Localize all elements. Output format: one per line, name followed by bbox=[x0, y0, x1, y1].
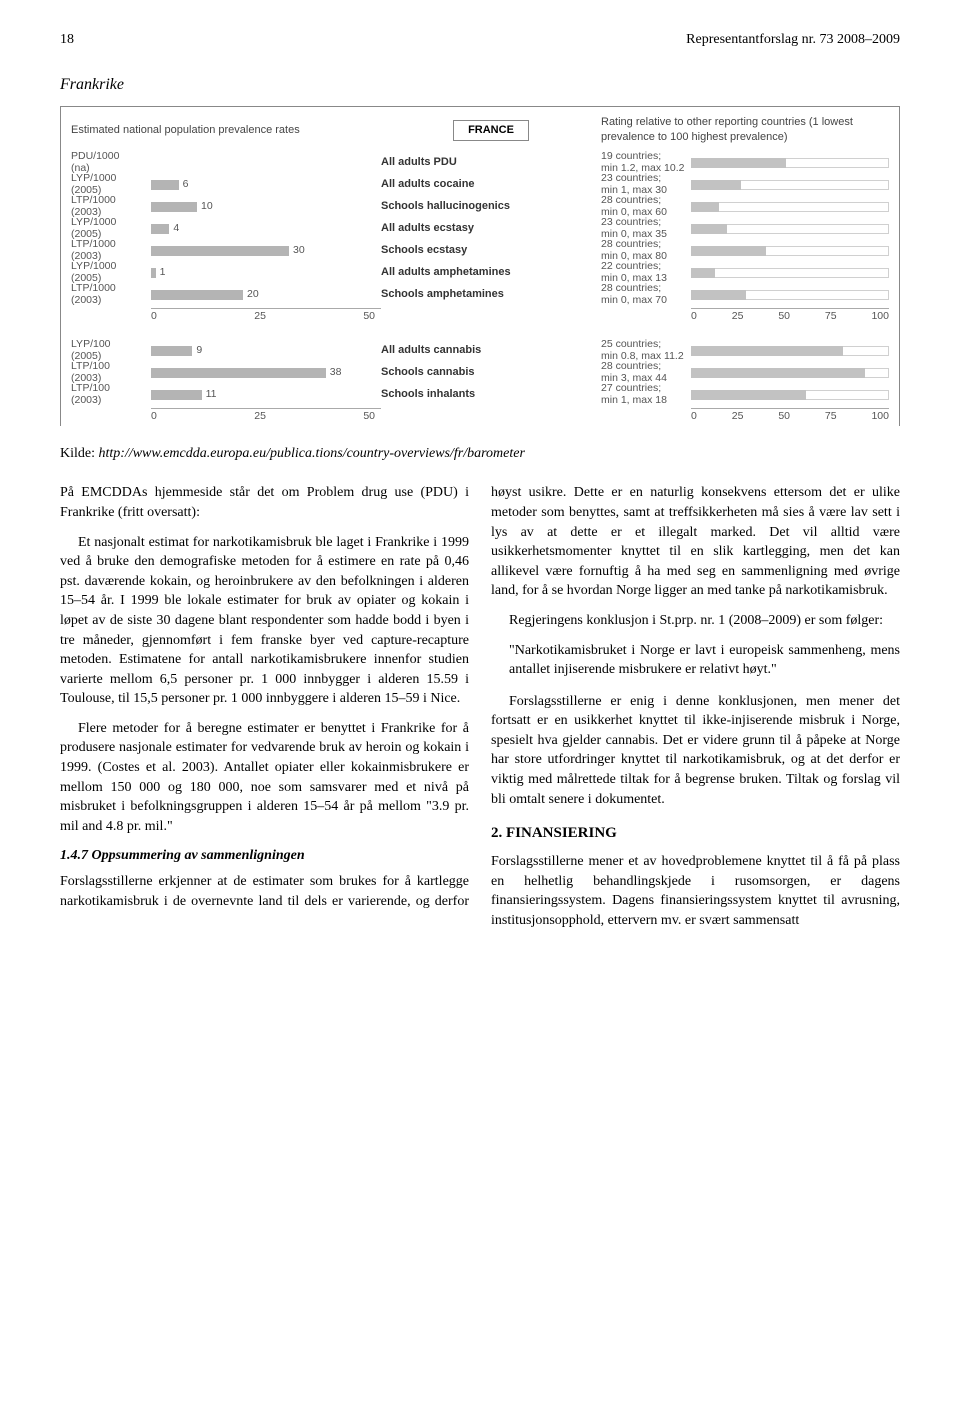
bar-left-value: 9 bbox=[196, 343, 202, 358]
row-mid-label: Schools inhalants bbox=[381, 387, 601, 402]
paragraph: Flere metoder for å beregne estimater er… bbox=[60, 719, 469, 837]
row-mid-label: Schools amphetamines bbox=[381, 287, 601, 302]
bar-left: 38 bbox=[151, 367, 381, 379]
bar-right bbox=[691, 223, 889, 235]
row-label-left: LYP/1000(2005) bbox=[71, 173, 151, 196]
row-mid-label: All adults cannabis bbox=[381, 343, 601, 358]
bar-right bbox=[691, 345, 889, 357]
row-label-right: 28 countries;min 3, max 44 bbox=[601, 361, 691, 384]
bar-left-value: 20 bbox=[247, 287, 259, 302]
chart-row: LTP/1000(2003) 10 Schools hallucinogenics2… bbox=[71, 196, 889, 218]
row-label-left: LYP/100(2005) bbox=[71, 339, 151, 362]
row-label-right: 25 countries;min 0.8, max 11.2 bbox=[601, 339, 691, 362]
row-label-left: LYP/1000(2005) bbox=[71, 217, 151, 240]
bar-right bbox=[691, 267, 889, 279]
row-label-right: 28 countries;min 0, max 80 bbox=[601, 239, 691, 262]
bar-left-value: 30 bbox=[293, 243, 305, 258]
row-label-left: PDU/1000(na) bbox=[71, 151, 151, 174]
axis-row: 025500255075100 bbox=[71, 408, 889, 426]
block-quote: "Narkotikamisbruket i Norge er lavt i eu… bbox=[509, 641, 900, 680]
row-mid-label: All adults PDU bbox=[381, 155, 601, 170]
chart-head-left: Estimated national population prevalence… bbox=[71, 123, 381, 138]
chart-head-right: Rating relative to other reporting count… bbox=[601, 115, 889, 146]
row-mid-label: Schools ecstasy bbox=[381, 243, 601, 258]
paragraph: Regjeringens konklusjon i St.prp. nr. 1 … bbox=[491, 611, 900, 631]
chart-country-box: FRANCE bbox=[453, 120, 529, 141]
bar-right bbox=[691, 201, 889, 213]
row-label-left: LYP/1000(2005) bbox=[71, 261, 151, 284]
axis-row: 025500255075100 bbox=[71, 308, 889, 326]
bar-left-value: 11 bbox=[206, 387, 217, 402]
bar-right bbox=[691, 157, 889, 169]
row-label-right: 28 countries;min 0, max 70 bbox=[601, 283, 691, 306]
row-label-left: LTP/100(2003) bbox=[71, 383, 151, 406]
chart-row: LTP/1000(2003) 20 Schools amphetamines28 c… bbox=[71, 284, 889, 306]
bar-left-value: 38 bbox=[330, 365, 342, 380]
chart-row: LYP/1000(2005) 4 All adults ecstasy23 coun… bbox=[71, 218, 889, 240]
paragraph: Forslagsstillerne er enig i denne konklu… bbox=[491, 692, 900, 810]
bar-left bbox=[151, 157, 381, 169]
bar-right bbox=[691, 245, 889, 257]
row-label-right: 19 countries;min 1.2, max 10.2 bbox=[601, 151, 691, 174]
chart-row: LYP/1000(2005) 1 All adults amphetamines22… bbox=[71, 262, 889, 284]
chart-row: LTP/1000(2003) 30 Schools ecstasy28 countr… bbox=[71, 240, 889, 262]
bar-left: 30 bbox=[151, 245, 381, 257]
body-text: På EMCDDAs hjemmeside står det om Proble… bbox=[60, 483, 900, 930]
chart-row: LYP/1000(2005) 6 All adults cocaine23 coun… bbox=[71, 174, 889, 196]
page-header: 18 Representantforslag nr. 73 2008–2009 bbox=[60, 30, 900, 50]
source-url: http://www.emcdda.europa.eu/publica.tion… bbox=[99, 446, 525, 461]
row-label-right: 23 countries;min 1, max 30 bbox=[601, 173, 691, 196]
row-label-right: 28 countries;min 0, max 60 bbox=[601, 195, 691, 218]
row-label-left: LTP/1000(2003) bbox=[71, 239, 151, 262]
paragraph: Et nasjonalt estimat for narkotikamisbru… bbox=[60, 533, 469, 709]
bar-right bbox=[691, 389, 889, 401]
row-mid-label: All adults cocaine bbox=[381, 177, 601, 192]
bar-left-value: 4 bbox=[173, 221, 179, 236]
chart-row: PDU/1000(na) All adults PDU19 countries;m… bbox=[71, 152, 889, 174]
section-title: Frankrike bbox=[60, 74, 900, 96]
bar-right bbox=[691, 179, 889, 191]
row-mid-label: All adults ecstasy bbox=[381, 221, 601, 236]
bar-left: 1 bbox=[151, 267, 381, 279]
row-label-right: 22 countries;min 0, max 13 bbox=[601, 261, 691, 284]
row-mid-label: Schools cannabis bbox=[381, 365, 601, 380]
bar-right bbox=[691, 289, 889, 301]
subheading: 1.4.7 Oppsummering av sammenligningen bbox=[60, 846, 469, 866]
source-label: Kilde: bbox=[60, 446, 95, 461]
bar-left: 10 bbox=[151, 201, 381, 213]
chart-row: LYP/100(2005) 9 All adults cannabis25 coun… bbox=[71, 340, 889, 362]
bar-left: 9 bbox=[151, 345, 381, 357]
bar-left: 11 bbox=[151, 389, 381, 401]
bar-left-value: 6 bbox=[183, 177, 189, 192]
page-number: 18 bbox=[60, 30, 74, 50]
row-mid-label: All adults amphetamines bbox=[381, 265, 601, 280]
paragraph: På EMCDDAs hjemmeside står det om Proble… bbox=[60, 483, 469, 522]
document-title: Representantforslag nr. 73 2008–2009 bbox=[686, 30, 900, 50]
row-label-left: LTP/1000(2003) bbox=[71, 283, 151, 306]
bar-left: 6 bbox=[151, 179, 381, 191]
bar-left: 20 bbox=[151, 289, 381, 301]
row-label-right: 27 countries;min 1, max 18 bbox=[601, 383, 691, 406]
figure-source: Kilde: http://www.emcdda.europa.eu/publi… bbox=[60, 444, 900, 464]
row-label-left: LTP/100(2003) bbox=[71, 361, 151, 384]
paragraph: Forslagsstillerne mener et av hovedprobl… bbox=[491, 852, 900, 930]
row-mid-label: Schools hallucinogenics bbox=[381, 199, 601, 214]
chart-row: LTP/100(2003) 38 Schools cannabis28 countr… bbox=[71, 362, 889, 384]
bar-right bbox=[691, 367, 889, 379]
bar-left-value: 1 bbox=[160, 265, 166, 280]
row-label-left: LTP/1000(2003) bbox=[71, 195, 151, 218]
bar-left: 4 bbox=[151, 223, 381, 235]
prevalence-chart: Estimated national population prevalence… bbox=[60, 106, 900, 426]
bar-left-value: 10 bbox=[201, 199, 213, 214]
chart-row: LTP/100(2003) 11 Schools inhalants27 count… bbox=[71, 384, 889, 406]
row-label-right: 23 countries;min 0, max 35 bbox=[601, 217, 691, 240]
heading: 2. FINANSIERING bbox=[491, 823, 900, 844]
